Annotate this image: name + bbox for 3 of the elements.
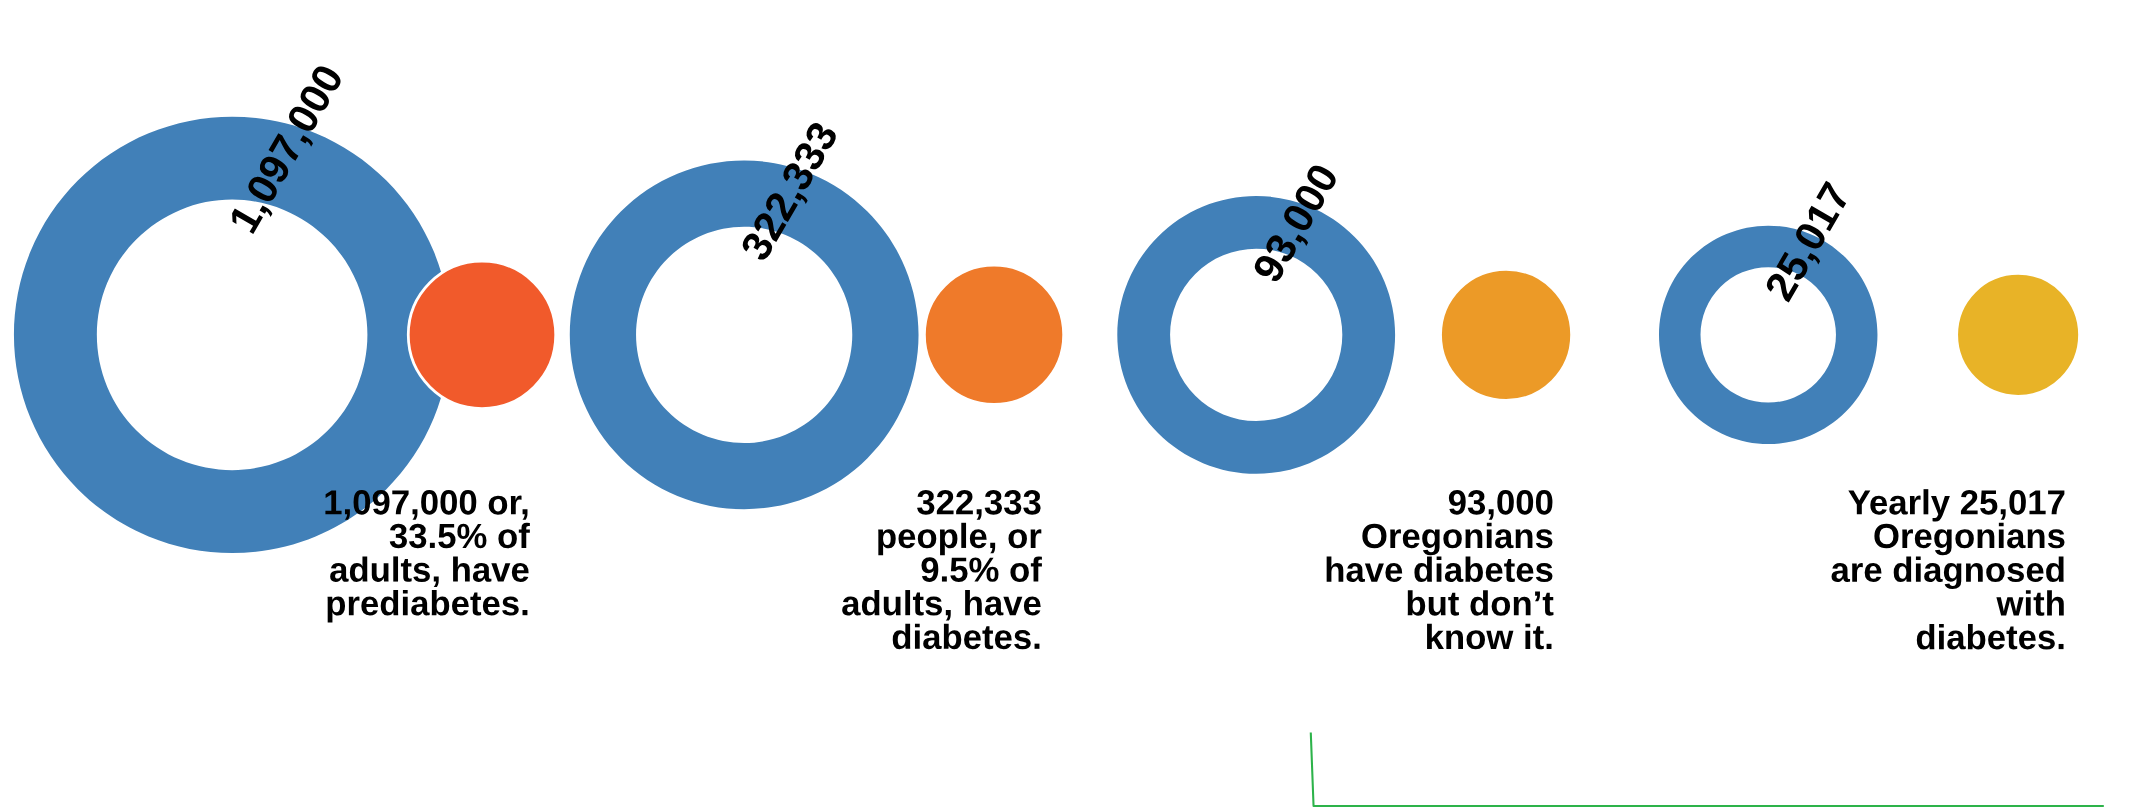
text: Yearly 25,017 Oregonians are diagnosed with diabetes. [1831, 489, 2065, 650]
text: 93,000 Oregonians have diabetes but don’t know it. [1326, 490, 1554, 650]
text: 322,333 people, or 9.5% of adults, have diabetes. [842, 490, 1042, 650]
